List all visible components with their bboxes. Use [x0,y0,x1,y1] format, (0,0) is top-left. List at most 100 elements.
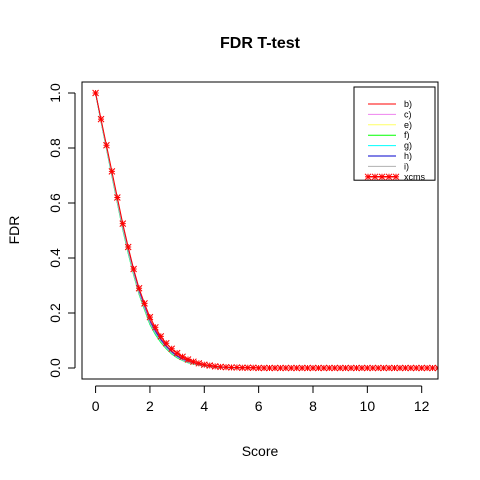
legend-item: xcms [364,172,425,182]
legend-label: i) [404,161,409,171]
data-point-xcms [168,345,176,353]
y-tick-label: 0.8 [47,138,63,158]
data-point-xcms [195,359,203,367]
legend-item: e) [368,120,412,130]
x-tick-label: 10 [360,398,376,414]
data-point-xcms [190,358,197,366]
legend-marker [364,173,372,181]
data-point-xcms [342,364,349,372]
data-point-xcms [271,364,279,372]
legend: b)c)e)f)g)h)i)xcms [353,86,436,182]
legend-item: b) [368,99,412,109]
data-point-xcms [429,364,436,372]
legend-label: e) [404,120,412,130]
data-point-xcms [217,363,224,371]
data-point-xcms [249,364,257,372]
data-point-xcms [141,300,148,307]
data-point-xcms [347,364,355,372]
data-point-xcms [266,364,273,372]
data-point-xcms [336,364,344,372]
data-point-xcms [325,364,333,372]
legend-box [353,86,436,181]
data-point-xcms [103,141,110,149]
data-point-xcms [277,364,284,372]
data-point-xcms [113,194,121,201]
x-tick-label: 4 [200,398,208,414]
y-axis-label: FDR [6,216,22,245]
data-point-xcms [320,364,328,372]
y-axis: 0.0 0.2 0.4 0.6 0.8 1.0 [47,83,76,378]
legend-marker [392,173,400,181]
legend-marker [385,173,393,181]
data-point-xcms [309,364,317,372]
data-point-xcms [135,284,143,292]
data-point-xcms [108,168,116,175]
data-point-xcms [157,333,165,340]
legend-label: f) [404,130,410,140]
data-point-xcms [97,115,105,123]
x-tick-label: 0 [92,398,100,414]
legend-item: h) [368,151,412,161]
data-point-xcms [374,364,382,372]
data-point-xcms [418,364,426,372]
data-point-xcms [434,364,438,372]
legend-label: b) [404,99,412,109]
legend-label: h) [404,151,412,161]
data-point-xcms [423,364,431,372]
y-tick-label: 0.2 [47,303,63,323]
data-point-xcms [385,364,393,372]
data-point-xcms [298,364,306,372]
data-point-xcms [206,362,214,369]
data-point-xcms [353,364,360,372]
data-point-xcms [255,364,262,372]
data-point-xcms [391,364,398,372]
data-point-xcms [260,364,268,372]
data-point-xcms [369,364,377,372]
x-axis: 0 2 4 6 8 10 12 [92,385,430,414]
data-point-xcms [146,313,154,321]
y-tick-label: 0.6 [47,193,63,213]
x-tick-label: 8 [309,398,317,414]
legend-label: g) [404,141,412,151]
data-point-xcms [92,89,99,97]
y-tick-label: 0.0 [47,358,63,378]
data-point-xcms [380,364,388,372]
legend-marker [371,173,379,181]
x-axis-label: Score [242,443,279,459]
data-point-xcms [124,243,132,251]
data-point-xcms [287,364,295,372]
data-point-xcms [179,353,186,361]
plot-area [92,89,438,372]
legend-item: i) [368,161,409,171]
data-point-xcms [222,363,230,371]
legend-item: c) [368,109,412,119]
data-point-xcms [233,364,241,371]
data-point-xcms [238,364,246,372]
data-point-xcms [396,364,404,372]
data-point-xcms [200,361,208,369]
legend-item: f) [368,130,410,140]
legend-marker [378,173,386,181]
data-point-xcms [244,364,252,372]
data-point-xcms [173,349,181,357]
legend-item: g) [368,141,412,151]
x-tick-label: 2 [146,398,154,414]
data-point-xcms [152,323,159,331]
data-point-xcms [358,364,366,372]
data-point-xcms [293,364,301,372]
data-point-xcms [331,364,339,372]
chart-title: FDR T-test [220,35,301,52]
data-point-xcms [282,364,290,372]
x-tick-label: 12 [414,398,430,414]
data-point-xcms [130,265,137,273]
data-point-xcms [304,364,311,372]
data-point-xcms [228,364,235,371]
plot-frame [81,81,439,380]
legend-label: xcms [404,172,425,182]
data-point-xcms [363,364,371,372]
data-point-xcms [119,220,127,227]
x-tick-label: 6 [255,398,263,414]
data-point-xcms [407,364,415,372]
data-point-xcms [315,364,322,372]
